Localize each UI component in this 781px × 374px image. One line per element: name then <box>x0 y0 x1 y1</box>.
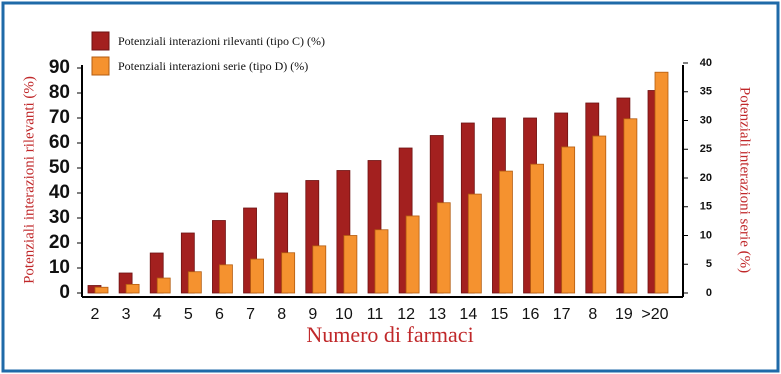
y2-tick-label: 40 <box>700 57 712 69</box>
y2-tick-label: 35 <box>700 86 712 98</box>
y-tick-label: 80 <box>49 82 70 103</box>
y-axis-title: Potenziali interazioni rilevanti (%) <box>21 76 37 284</box>
x-tick-label: 14 <box>459 306 477 323</box>
x-tick-label: 5 <box>184 306 193 323</box>
x-tick-label: 15 <box>491 306 509 323</box>
x-tick-label: 11 <box>367 306 384 323</box>
y-tick-label: 0 <box>59 282 70 303</box>
bar <box>530 163 544 294</box>
x-tick-label: 17 <box>553 306 571 323</box>
y2-tick-label: 15 <box>700 201 712 213</box>
bar <box>312 245 327 294</box>
y-tick-label: 10 <box>49 257 70 278</box>
bar <box>561 146 576 294</box>
bar <box>436 202 451 294</box>
x-tick-label: 16 <box>522 306 540 323</box>
x-tick-label: 6 <box>215 306 224 323</box>
bar <box>250 258 264 294</box>
x-tick-label: 4 <box>153 306 162 323</box>
y2-tick-label: 5 <box>706 258 712 270</box>
y2-tick-label: 30 <box>700 114 712 126</box>
x-tick-label: 8 <box>588 306 597 323</box>
y-tick-label: 40 <box>49 182 70 203</box>
x-tick-label: 7 <box>246 306 255 323</box>
y-tick-label: 20 <box>49 232 70 253</box>
y-tick-label: 60 <box>49 132 70 153</box>
bar <box>343 235 358 294</box>
bar <box>592 135 607 294</box>
x-tick-label: >20 <box>641 306 668 323</box>
legend-swatch <box>91 31 110 51</box>
legend-swatch <box>91 56 110 76</box>
y2-axis-title: Potenziali interazioni serie (%) <box>737 87 753 273</box>
legend-label: Potenziali interazioni rilevanti (tipo C… <box>118 34 325 48</box>
bar <box>219 264 233 294</box>
x-tick-label: 19 <box>615 306 633 323</box>
bar <box>374 229 389 294</box>
x-tick-label: 12 <box>397 306 415 323</box>
bar <box>94 286 109 294</box>
bar <box>156 277 171 294</box>
bar <box>125 283 140 294</box>
bar <box>654 71 669 294</box>
y2-tick-label: 25 <box>700 143 712 155</box>
y-tick-label: 90 <box>49 57 70 78</box>
y2-tick-label: 0 <box>706 287 712 299</box>
y2-tick-label: 20 <box>700 172 712 184</box>
x-tick-label: 2 <box>91 306 100 323</box>
bar <box>467 193 482 294</box>
x-tick-label: 9 <box>308 306 317 323</box>
bar <box>405 215 420 294</box>
x-axis-title: Numero di farmaci <box>306 322 473 347</box>
y-tick-label: 30 <box>49 207 70 228</box>
bar <box>281 252 296 294</box>
x-tick-label: 8 <box>277 306 286 323</box>
x-tick-label: 10 <box>335 306 353 323</box>
legend-label: Potenziali interazioni serie (tipo D) (%… <box>118 59 308 73</box>
x-tick-label: 3 <box>122 306 131 323</box>
y-tick-label: 70 <box>49 107 70 128</box>
x-tick-label: 13 <box>428 306 446 323</box>
bar <box>623 118 638 294</box>
y-tick-label: 50 <box>49 157 70 178</box>
y2-tick-label: 10 <box>700 229 712 241</box>
bar <box>499 170 513 294</box>
bar <box>187 271 202 294</box>
